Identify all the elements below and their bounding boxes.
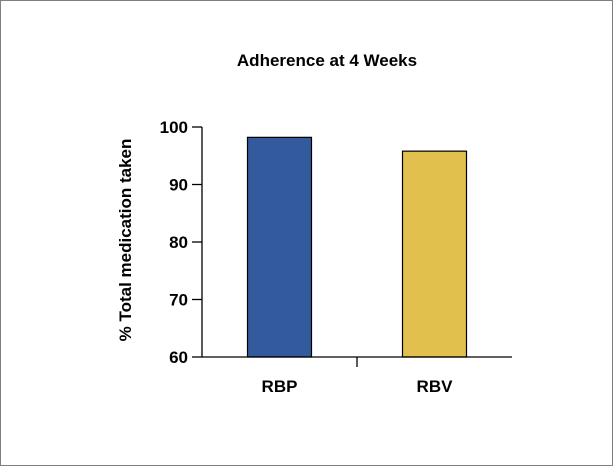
bars-group (246, 136, 468, 358)
y-tick-label: 60 (169, 348, 188, 367)
y-tick-label: 90 (169, 176, 188, 195)
y-ticks-group: 60 70 80 90 100 (160, 118, 202, 367)
y-tick-label: 80 (169, 233, 188, 252)
y-axis-label: % Total medication taken (116, 139, 135, 342)
x-category-label: RBP (262, 377, 298, 396)
bar-rbv (401, 150, 468, 358)
y-tick-label: 100 (160, 118, 188, 137)
x-category-label: RBV (417, 377, 454, 396)
y-tick-label: 70 (169, 291, 188, 310)
bar-rbp (246, 136, 313, 358)
x-labels-group: RBP RBV (262, 377, 454, 396)
chart-title: Adherence at 4 Weeks (237, 51, 417, 70)
